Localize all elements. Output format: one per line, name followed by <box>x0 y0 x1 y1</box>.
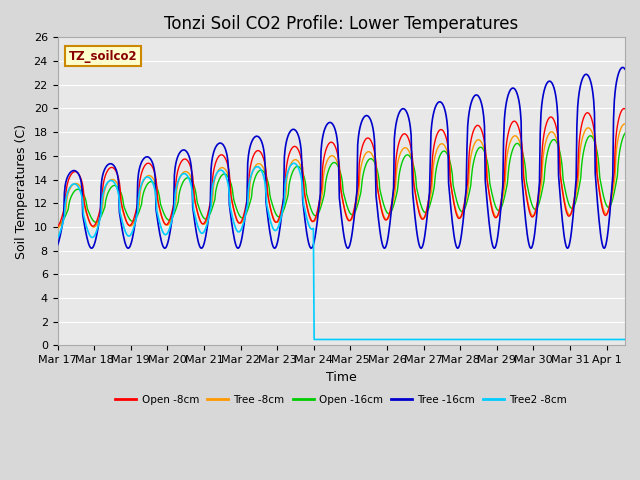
Tree2 -8cm <box>290 160 298 166</box>
Line: Tree2 -8cm: Tree2 -8cm <box>58 163 625 339</box>
Tree -16cm <box>461 195 469 201</box>
Open -16cm <box>55 220 63 226</box>
Open -8cm <box>56 220 63 226</box>
Open -8cm <box>133 204 141 210</box>
Tree2 -8cm <box>621 336 629 342</box>
Tree2 -8cm <box>319 336 326 342</box>
Tree -8cm <box>474 137 482 143</box>
Tree2 -8cm <box>462 336 470 342</box>
Tree -8cm <box>317 197 325 203</box>
Tree -16cm <box>317 148 325 154</box>
Open -16cm <box>318 201 326 207</box>
Line: Open -8cm: Open -8cm <box>58 108 625 227</box>
Tree -8cm <box>621 121 629 127</box>
Open -16cm <box>461 204 469 210</box>
Tree -16cm <box>619 64 627 70</box>
Tree -16cm <box>56 234 63 240</box>
Open -8cm <box>296 150 303 156</box>
Open -16cm <box>54 220 61 226</box>
Tree2 -8cm <box>296 171 304 177</box>
Open -16cm <box>621 131 629 136</box>
Tree -16cm <box>417 245 425 251</box>
Y-axis label: Soil Temperatures (C): Soil Temperatures (C) <box>15 124 28 259</box>
Text: TZ_soilco2: TZ_soilco2 <box>69 49 138 63</box>
Tree2 -8cm <box>476 336 484 342</box>
Title: Tonzi Soil CO2 Profile: Lower Temperatures: Tonzi Soil CO2 Profile: Lower Temperatur… <box>164 15 518 33</box>
Open -8cm <box>461 199 468 204</box>
Tree -16cm <box>621 66 629 72</box>
Tree -8cm <box>133 211 141 216</box>
Tree -16cm <box>133 208 141 214</box>
X-axis label: Time: Time <box>326 371 356 384</box>
Tree -16cm <box>54 242 61 248</box>
Tree2 -8cm <box>54 235 61 240</box>
Tree2 -8cm <box>56 230 63 236</box>
Line: Open -16cm: Open -16cm <box>58 133 625 223</box>
Open -16cm <box>57 220 65 226</box>
Line: Tree -8cm: Tree -8cm <box>58 124 625 228</box>
Open -16cm <box>296 165 304 171</box>
Tree -8cm <box>296 161 303 167</box>
Tree -8cm <box>54 225 61 231</box>
Open -8cm <box>621 106 629 112</box>
Tree2 -8cm <box>310 336 318 342</box>
Tree -16cm <box>476 95 483 100</box>
Tree -16cm <box>296 137 303 143</box>
Open -16cm <box>134 212 141 218</box>
Open -8cm <box>620 106 628 111</box>
Line: Tree -16cm: Tree -16cm <box>58 67 625 248</box>
Tree -8cm <box>461 204 468 210</box>
Open -8cm <box>54 224 61 229</box>
Open -8cm <box>317 189 325 194</box>
Tree2 -8cm <box>133 212 141 218</box>
Open -8cm <box>474 122 482 128</box>
Legend: Open -8cm, Tree -8cm, Open -16cm, Tree -16cm, Tree2 -8cm: Open -8cm, Tree -8cm, Open -16cm, Tree -… <box>111 391 572 409</box>
Tree -8cm <box>56 223 63 229</box>
Open -16cm <box>476 145 483 151</box>
